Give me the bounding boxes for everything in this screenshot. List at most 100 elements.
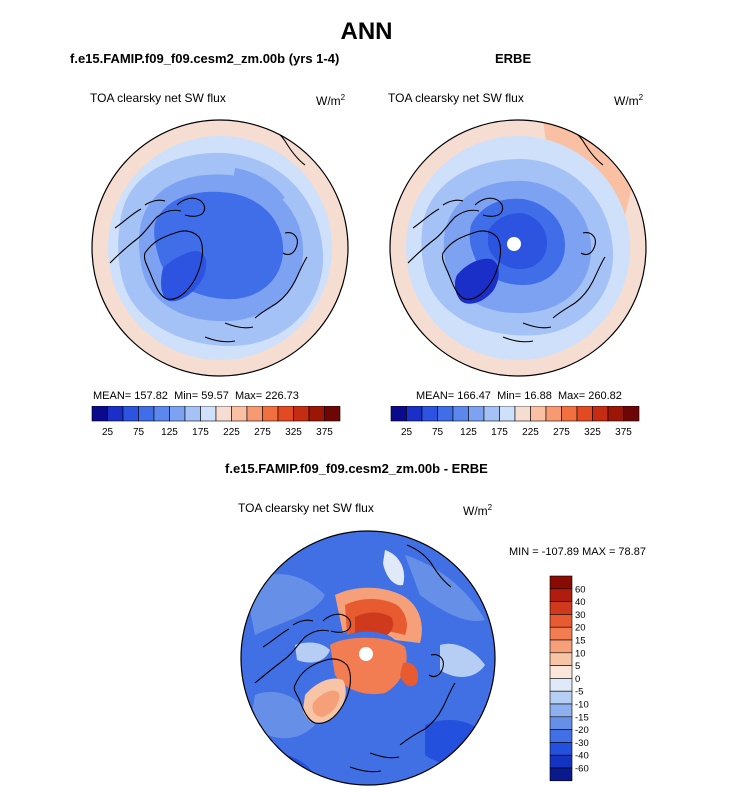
panel3-colorbar-tick: 20: [575, 623, 586, 634]
panel3-units-base: W/m: [463, 504, 488, 518]
panel3-colorbar-swatch: [549, 678, 573, 692]
panel1-colorbar-tick: 175: [192, 427, 209, 438]
panel2-colorbar-tick: 175: [491, 427, 508, 438]
panel3-colorbar-tick: 10: [575, 648, 586, 659]
panel3-colorbar-tick: -5: [575, 687, 583, 698]
panel2-colorbar-tick: 125: [460, 427, 477, 438]
panel2-units-base: W/m: [614, 94, 639, 108]
panel1-max-value: 226.73: [265, 390, 299, 402]
panel2-colorbar-tick: 375: [615, 427, 632, 438]
panel1-colorbar-swatch: [308, 406, 325, 422]
panel1-units-exp: 2: [340, 93, 346, 102]
panel2-min-label: Min=: [497, 390, 522, 402]
panel1-units-base: W/m: [316, 94, 341, 108]
panel3-colorbar-swatch: [549, 767, 573, 782]
panel3-units-exp: 2: [487, 503, 493, 512]
panel1-map: [91, 119, 349, 377]
panel1-min-value: 59.57: [201, 390, 229, 402]
panel2-map: [389, 119, 647, 377]
panel3-colorbar-tick: -15: [575, 712, 589, 723]
panel1-colorbar-swatch: [107, 406, 124, 422]
panel1-colorbar-tick: 125: [161, 427, 178, 438]
panel1-colorbar-tick: 25: [102, 427, 114, 438]
panel1-colorbar-swatch: [293, 406, 310, 422]
panel3-colorbar-swatch: [549, 754, 573, 769]
panel1-colorbar-swatch: [138, 406, 155, 422]
panel2-max-value: 260.82: [588, 390, 622, 402]
panel1-colorbar-tick: 75: [133, 427, 145, 438]
figure-title: ANN: [340, 18, 393, 45]
panel1-colorbar-swatch: [169, 406, 186, 422]
panel2-units-exp: 2: [638, 93, 644, 102]
panel1-title: f.e15.FAMIP.f09_f09.cesm2_zm.00b (yrs 1-…: [70, 51, 340, 66]
panel1-colorbar-swatch: [324, 406, 341, 422]
panel1-colorbar-tick: 275: [254, 427, 271, 438]
panel3-stats: MIN = -107.89 MAX = 78.87: [509, 546, 646, 558]
panel3-variable-label: TOA clearsky net SW flux: [238, 501, 374, 515]
panel1-colorbar: 25 75 125 175 225 275 325 375: [91, 406, 341, 438]
panel3-colorbar-swatch: [549, 716, 573, 730]
panel1-min-label: Min=: [174, 390, 199, 402]
panel2-colorbar-swatch: [545, 406, 562, 422]
panel2-colorbar-swatch: [390, 406, 407, 422]
panel3-colorbar-tick: 60: [575, 584, 586, 595]
panel1-colorbar-swatch: [246, 406, 263, 422]
panel3-colorbar-tick: 15: [575, 636, 586, 647]
panel2-colorbar-swatch: [576, 406, 593, 422]
panel3-colorbar-swatch: [549, 703, 573, 718]
panel3-colorbar-tick: -40: [575, 751, 589, 762]
panel1-variable-label: TOA clearsky net SW flux: [90, 91, 226, 105]
panel1-colorbar-swatch: [262, 406, 279, 422]
panel2-colorbar-swatch: [421, 406, 438, 422]
panel2-colorbar-tick: 325: [584, 427, 601, 438]
panel3-colorbar-swatch: [549, 665, 573, 679]
panel1-colorbar-swatch: [91, 406, 108, 422]
panel2-variable-label: TOA clearsky net SW flux: [388, 91, 524, 105]
panel3-colorbar-tick: -20: [575, 725, 589, 736]
panel1-max-label: Max=: [234, 390, 263, 402]
panel2-colorbar-tick: 75: [432, 427, 444, 438]
panel3-colorbar-tick: 40: [575, 597, 586, 608]
panel1-colorbar-swatch: [153, 406, 170, 422]
panel3-colorbar-swatch: [549, 614, 573, 628]
panel2-colorbar-swatch: [437, 406, 454, 422]
panel1-stats: MEAN= 157.82 Min= 59.57 Max= 226.73: [93, 390, 299, 402]
panel2-colorbar-tick: 225: [522, 427, 539, 438]
panel2-colorbar: 25 75 125 175 225 275 325 375: [390, 406, 640, 438]
panel2-max-label: Max=: [557, 390, 586, 402]
panel3-colorbar-swatch: [549, 626, 573, 641]
panel3-colorbar-swatch: [549, 601, 573, 615]
panel2-mean-label: MEAN=: [416, 390, 455, 402]
panel1-colorbar-tick: 325: [285, 427, 302, 438]
panel1-colorbar-swatch: [122, 406, 139, 422]
panel1-colorbar-swatch: [184, 406, 201, 422]
panel3-colorbar-swatch: [549, 690, 573, 705]
panel3-map: [240, 530, 496, 786]
panel1-colorbar-tick: 375: [316, 427, 333, 438]
panel1-colorbar-swatch: [200, 406, 217, 422]
panel2-colorbar-swatch: [607, 406, 624, 422]
panel2-mean-value: 166.47: [457, 390, 491, 402]
panel2-colorbar-swatch: [623, 406, 640, 422]
panel2-colorbar-swatch: [514, 406, 531, 422]
panel2-min-value: 16.88: [524, 390, 552, 402]
panel1-colorbar-swatch: [231, 406, 248, 422]
panel3-colorbar-swatch: [549, 742, 573, 756]
panel2-units: W/m2: [614, 93, 643, 108]
panel3-colorbar-tick: -10: [575, 700, 589, 711]
panel1-colorbar-swatch: [277, 406, 294, 422]
panel3-colorbar-tick: 5: [575, 661, 580, 672]
panel2-colorbar-swatch: [530, 406, 547, 422]
panel2-colorbar-swatch: [499, 406, 516, 422]
panel2-colorbar-swatch: [406, 406, 423, 422]
panel3-colorbar-swatch: [549, 588, 573, 602]
panel1-mean-label: MEAN=: [93, 390, 132, 402]
panel3-units: W/m2: [463, 503, 492, 518]
panel3-colorbar-swatch: [549, 639, 573, 654]
panel3-title: f.e15.FAMIP.f09_f09.cesm2_zm.00b - ERBE: [225, 461, 488, 476]
panel2-colorbar-swatch: [468, 406, 485, 422]
panel2-title: ERBE: [495, 51, 532, 66]
panel3-colorbar-tick: -30: [575, 738, 589, 749]
panel2-colorbar-swatch: [452, 406, 469, 422]
